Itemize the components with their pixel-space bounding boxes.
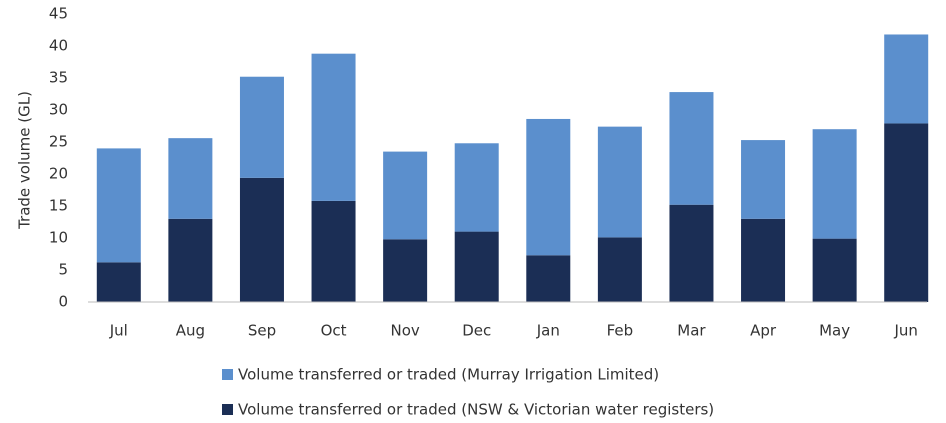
bar-segment — [669, 204, 714, 302]
bar-segment — [812, 238, 857, 302]
x-tick-label: Jun — [893, 322, 917, 340]
y-tick-label: 5 — [58, 261, 68, 279]
bar-segment — [454, 143, 499, 232]
x-tick-label: May — [819, 322, 850, 340]
bar-segment — [884, 34, 929, 124]
y-tick-label: 15 — [49, 197, 68, 215]
x-tick-label: Mar — [677, 322, 706, 340]
bar-segment — [812, 129, 857, 239]
bar-segment — [741, 140, 786, 219]
bar-segment — [669, 92, 714, 205]
bar-segment — [96, 262, 141, 302]
bar-segment — [239, 76, 284, 178]
bar-segment — [239, 177, 284, 302]
y-axis-label: Trade volume (GL) — [16, 91, 34, 230]
bar-segment — [168, 218, 213, 302]
y-tick-label: 25 — [49, 133, 68, 151]
bar-segment — [597, 126, 642, 238]
y-tick-label: 45 — [49, 5, 68, 23]
bar-segment — [383, 151, 428, 240]
bar-segment — [311, 200, 356, 302]
bar-segment — [311, 53, 356, 201]
y-tick-label: 30 — [49, 101, 68, 119]
y-tick-label: 40 — [49, 37, 68, 55]
bar-segment — [168, 138, 213, 219]
bar-segment — [884, 123, 929, 302]
y-tick-label: 10 — [49, 229, 68, 247]
x-tick-label: Nov — [390, 322, 419, 340]
bar-segment — [383, 239, 428, 302]
bar-segment — [526, 255, 571, 302]
x-tick-label: Oct — [321, 322, 347, 340]
x-tick-label: Dec — [462, 322, 491, 340]
legend-swatch — [222, 369, 233, 380]
x-tick-label: Jul — [109, 322, 128, 340]
bar-segment — [526, 118, 571, 256]
x-tick-label: Jan — [536, 322, 560, 340]
bar-segment — [454, 231, 499, 302]
bar-segment — [96, 148, 141, 263]
x-tick-label: Feb — [607, 322, 634, 340]
x-tick-label: Sep — [248, 322, 276, 340]
x-tick-label: Aug — [176, 322, 205, 340]
bar-segment — [597, 237, 642, 302]
legend-swatch — [222, 404, 233, 415]
legend-label: Volume transferred or traded (Murray Irr… — [238, 366, 659, 384]
bar-segment — [741, 218, 786, 302]
x-tick-label: Apr — [750, 322, 777, 340]
y-tick-label: 20 — [49, 165, 68, 183]
y-tick-label: 35 — [49, 69, 68, 87]
legend-label: Volume transferred or traded (NSW & Vict… — [238, 401, 714, 419]
y-tick-label: 0 — [58, 293, 68, 311]
